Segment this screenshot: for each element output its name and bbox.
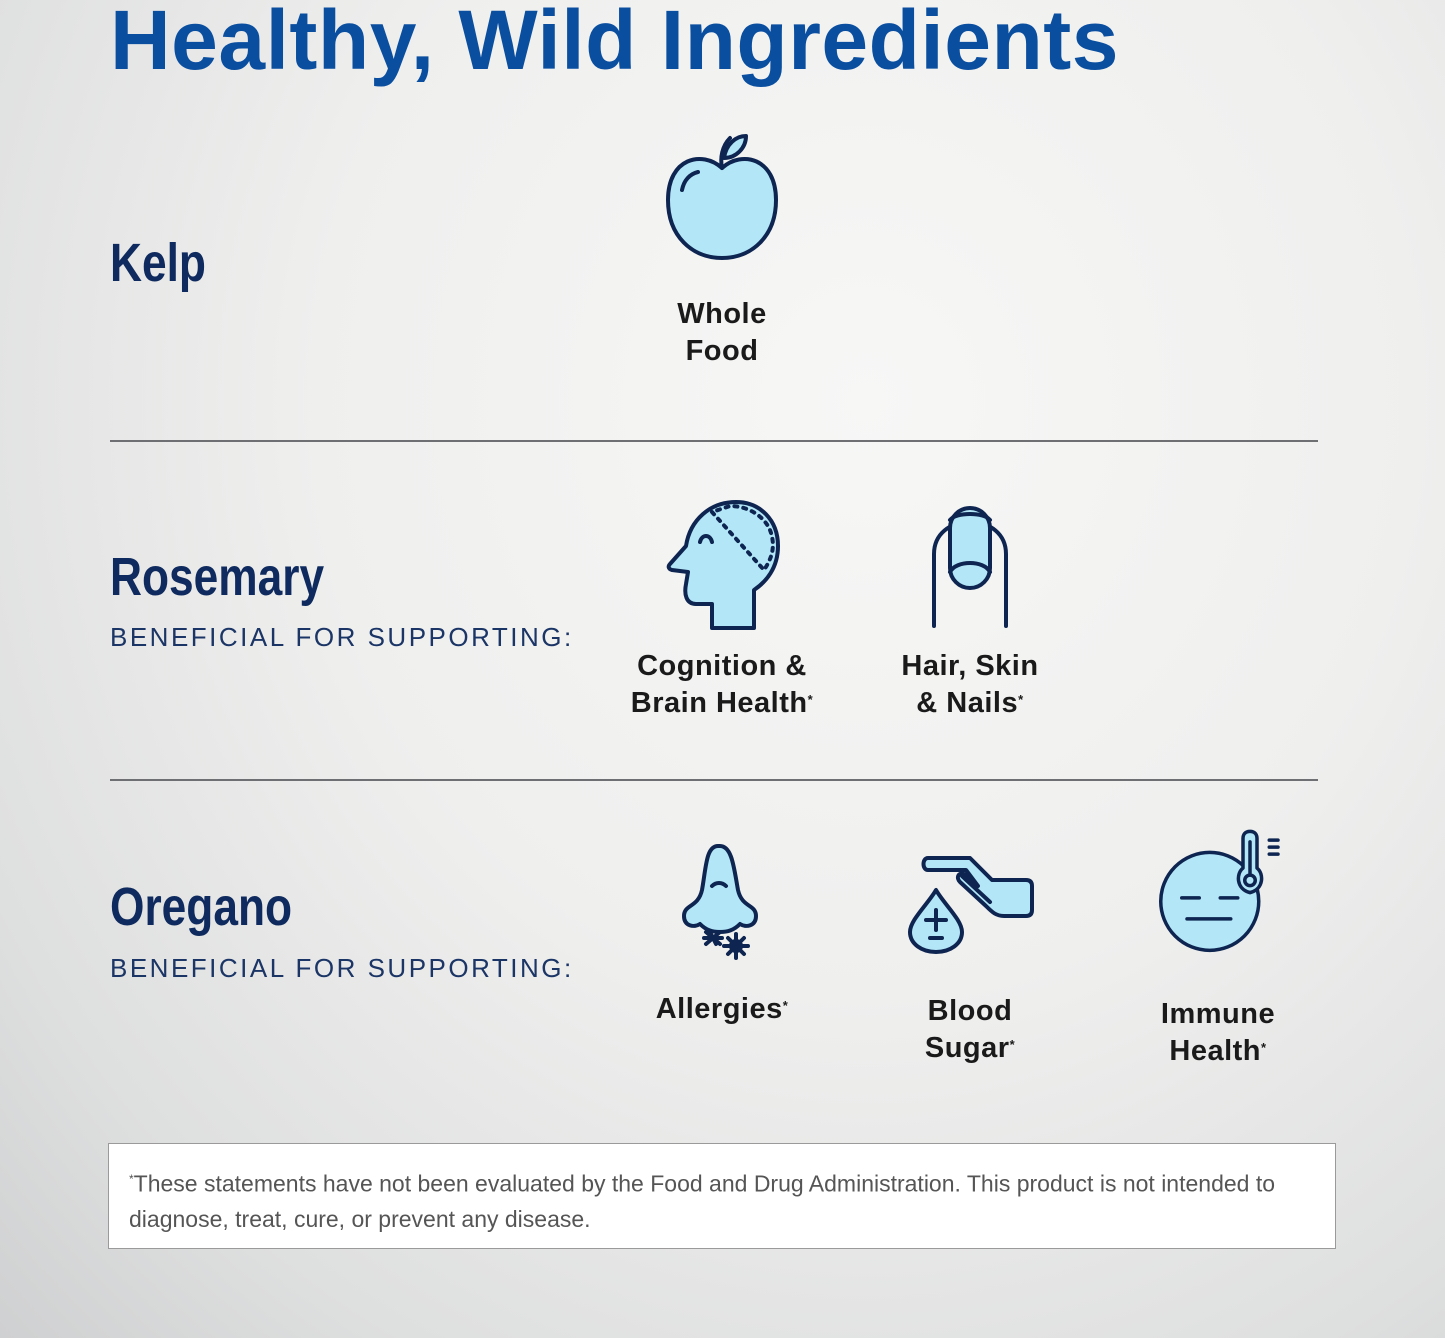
asterisk: * bbox=[129, 1172, 134, 1186]
benefit-allergies: Allergies* bbox=[602, 991, 842, 1028]
benefit-hair-skin-nails: Hair, Skin & Nails* bbox=[850, 648, 1090, 722]
benefit-line2: & Nails bbox=[916, 687, 1019, 719]
ingredient-subtitle: BENEFICIAL FOR SUPPORTING: bbox=[110, 622, 574, 652]
ingredient-kelp: Kelp bbox=[110, 233, 206, 293]
asterisk: * bbox=[1018, 692, 1024, 707]
page-title: Healthy, Wild Ingredients bbox=[110, 0, 1119, 87]
apple-icon bbox=[666, 134, 778, 260]
benefit-line1: Blood bbox=[927, 995, 1013, 1027]
benefit-line1: Hair, Skin bbox=[901, 650, 1039, 682]
hand-blood-drop-icon bbox=[908, 856, 1034, 954]
face-thermometer-icon bbox=[1159, 829, 1280, 953]
benefit-blood-sugar: Blood Sugar* bbox=[850, 993, 1090, 1067]
nose-allergen-icon bbox=[682, 844, 758, 960]
benefit-line1: Allergies bbox=[655, 993, 783, 1025]
benefit-whole-food: Whole Food bbox=[602, 296, 842, 370]
benefit-line1: Immune bbox=[1160, 998, 1276, 1030]
benefit-immune-health: Immune Health* bbox=[1098, 996, 1338, 1070]
fda-disclaimer: *These statements have not been evaluate… bbox=[108, 1143, 1336, 1249]
ingredient-subtitle: BENEFICIAL FOR SUPPORTING: bbox=[110, 953, 574, 983]
divider bbox=[110, 440, 1318, 442]
head-brain-icon bbox=[666, 500, 780, 630]
benefit-line2: Health bbox=[1169, 1035, 1262, 1067]
ingredient-oregano: Oregano bbox=[110, 877, 293, 937]
asterisk: * bbox=[1009, 1037, 1016, 1052]
ingredient-rosemary: Rosemary bbox=[110, 547, 325, 607]
benefit-cognition: Cognition & Brain Health* bbox=[602, 648, 842, 722]
benefit-line1: Whole bbox=[677, 298, 767, 330]
asterisk: * bbox=[807, 692, 814, 707]
benefit-line2: Brain Health bbox=[630, 687, 808, 719]
benefit-line1: Cognition & bbox=[637, 650, 807, 682]
benefit-line2: Food bbox=[685, 335, 759, 367]
benefit-line2: Sugar bbox=[924, 1032, 1010, 1064]
asterisk: * bbox=[782, 998, 789, 1013]
disclaimer-text: These statements have not been evaluated… bbox=[129, 1170, 1276, 1232]
divider bbox=[110, 779, 1318, 781]
fingernail-icon bbox=[932, 506, 1008, 628]
asterisk: * bbox=[1261, 1040, 1267, 1055]
